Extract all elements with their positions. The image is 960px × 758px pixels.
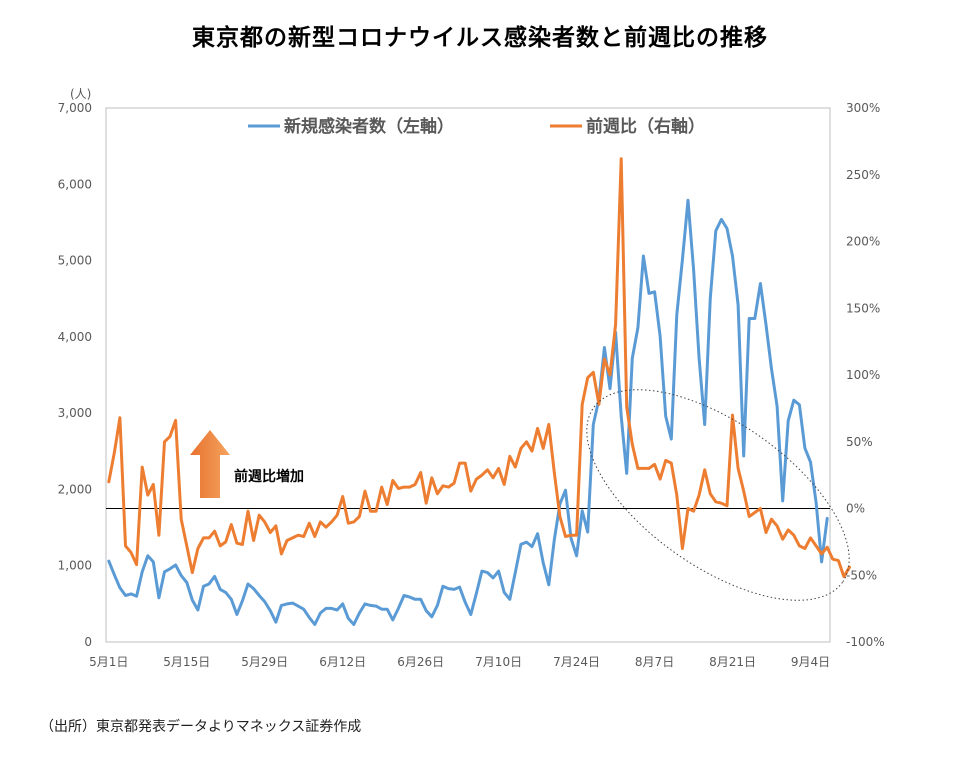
x-tick-label: 5月1日 (89, 655, 128, 669)
y-right-tick-label: 300% (846, 101, 880, 115)
y-right-tick-label: 150% (846, 301, 880, 315)
increase-arrow (190, 430, 230, 498)
plot-area (105, 107, 831, 643)
y-right-tick-label: 250% (846, 168, 880, 182)
annotation-text: 前週比増加 (234, 468, 304, 485)
y-right-tick-label: -50% (846, 568, 877, 582)
y-left-tick-label: 0 (84, 635, 92, 649)
x-tick-label: 8月7日 (635, 655, 674, 669)
highlight-ellipse (586, 389, 850, 601)
x-tick-label: 5月29日 (241, 655, 288, 669)
legend-label-cases: 新規感染者数（左軸） (284, 116, 454, 137)
series-line-weekly-change (107, 157, 851, 579)
x-tick-label: 9月4日 (791, 655, 830, 669)
x-tick-label: 7月24日 (553, 655, 600, 669)
y-left-unit: (人) (70, 87, 91, 101)
x-tick-label: 7月10日 (475, 655, 522, 669)
source-note: （出所）東京都発表データよりマネックス証券作成 (40, 719, 362, 735)
x-tick-label: 5月15日 (163, 655, 210, 669)
y-left-tick-label: 2,000 (58, 482, 92, 496)
y-right-tick-label: 100% (846, 368, 880, 382)
y-left-tick-label: 4,000 (58, 330, 92, 344)
y-left-tick-label: 7,000 (58, 101, 92, 115)
series-line-new-cases (107, 198, 829, 626)
y-right-tick-label: 50% (846, 435, 873, 449)
x-tick-label: 6月12日 (319, 655, 366, 669)
y-left-tick-label: 1,000 (58, 559, 92, 573)
y-right-tick-label: 200% (846, 235, 880, 249)
y-left-tick-label: 5,000 (58, 254, 92, 268)
legend-label-weekly: 前週比（右軸） (586, 116, 705, 137)
x-tick-label: 6月26日 (397, 655, 444, 669)
y-left-tick-label: 3,000 (58, 406, 92, 420)
x-tick-label: 8月21日 (709, 655, 756, 669)
chart-title: 東京都の新型コロナウイルス感染者数と前週比の推移 (192, 25, 768, 51)
y-right-tick-label: -100% (846, 635, 885, 649)
y-right-tick-label: 0% (846, 502, 865, 516)
y-left-tick-label: 6,000 (58, 177, 92, 191)
